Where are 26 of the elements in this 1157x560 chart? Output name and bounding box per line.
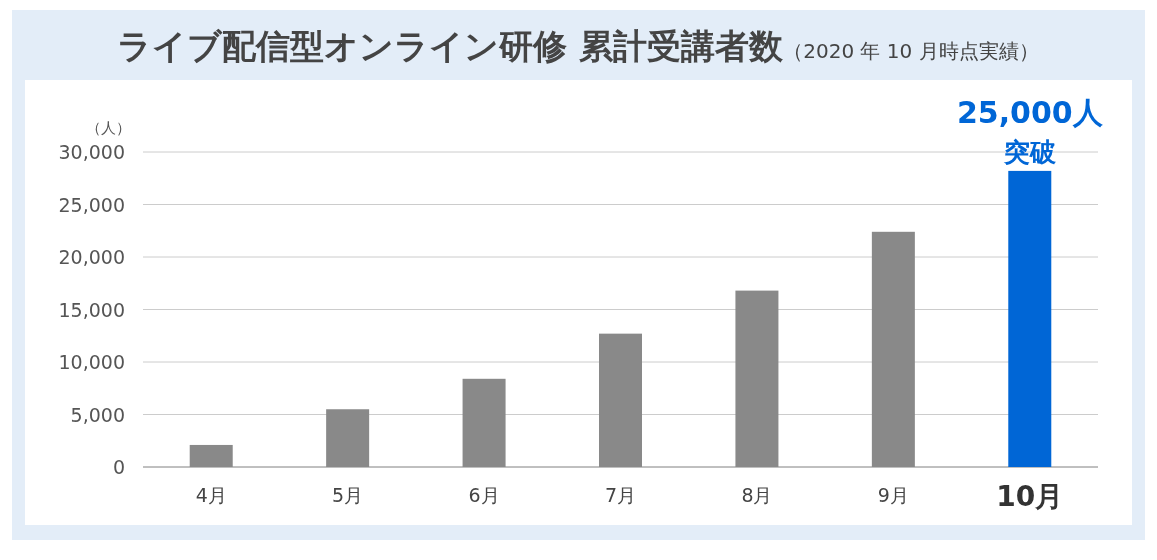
bar (326, 409, 370, 467)
bar (735, 290, 779, 467)
bar (599, 333, 642, 467)
x-tick-label: 10月 (996, 480, 1064, 513)
x-tick-label: 5月 (332, 484, 364, 506)
bar (462, 378, 506, 467)
x-tick-label: 7月 (604, 484, 637, 506)
y-tick-label: 25,000 (58, 193, 125, 216)
y-tick-label: 20,000 (58, 246, 125, 268)
bar (1008, 170, 1052, 467)
y-tick-label: 0 (112, 456, 125, 478)
annotation: 突破 (1002, 136, 1057, 167)
y-tick-label: 5,000 (70, 403, 125, 426)
bar (189, 444, 233, 467)
chart-title: ライブ配信型オンライン研修 累計受講者数 (117, 26, 785, 66)
annotation: 25,000人 (956, 94, 1104, 130)
x-tick-label: 6月 (468, 484, 500, 506)
bar (871, 231, 915, 467)
x-tick-label: 4月 (195, 484, 227, 506)
x-tick-label: 8月 (741, 484, 773, 506)
x-tick-label: 9月 (877, 484, 909, 506)
y-tick-label: 10,000 (58, 351, 125, 373)
y-tick-label: 30,000 (58, 141, 125, 163)
y-axis-title: （人） (85, 119, 131, 137)
chart-subtitle: （2020 年 10 月時点実績） (783, 39, 1039, 63)
y-tick-label: 15,000 (58, 298, 125, 321)
